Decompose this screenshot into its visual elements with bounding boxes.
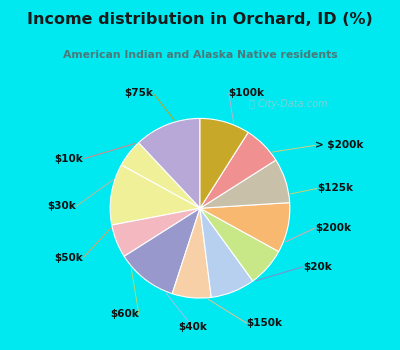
Text: $20k: $20k: [303, 262, 332, 272]
Text: $75k: $75k: [124, 88, 153, 98]
Text: > $200k: > $200k: [315, 140, 363, 150]
Wedge shape: [200, 132, 276, 208]
Text: $60k: $60k: [110, 309, 139, 319]
Text: $100k: $100k: [229, 88, 265, 98]
Wedge shape: [121, 143, 200, 208]
Text: ⓘ City-Data.com: ⓘ City-Data.com: [249, 99, 327, 108]
Text: Income distribution in Orchard, ID (%): Income distribution in Orchard, ID (%): [27, 12, 373, 27]
Wedge shape: [200, 160, 290, 208]
Text: $200k: $200k: [315, 223, 351, 233]
Text: $40k: $40k: [178, 322, 207, 332]
Text: $125k: $125k: [317, 183, 353, 194]
Wedge shape: [172, 208, 211, 298]
Wedge shape: [200, 203, 290, 252]
Wedge shape: [200, 118, 248, 208]
Wedge shape: [124, 208, 200, 294]
Text: $30k: $30k: [47, 202, 76, 211]
Text: $150k: $150k: [247, 318, 283, 328]
Wedge shape: [110, 165, 200, 225]
Wedge shape: [200, 208, 253, 298]
Text: $50k: $50k: [54, 253, 83, 262]
Wedge shape: [138, 118, 200, 208]
Text: $10k: $10k: [54, 154, 83, 164]
Text: American Indian and Alaska Native residents: American Indian and Alaska Native reside…: [63, 50, 337, 60]
Wedge shape: [200, 208, 279, 281]
Wedge shape: [112, 208, 200, 257]
